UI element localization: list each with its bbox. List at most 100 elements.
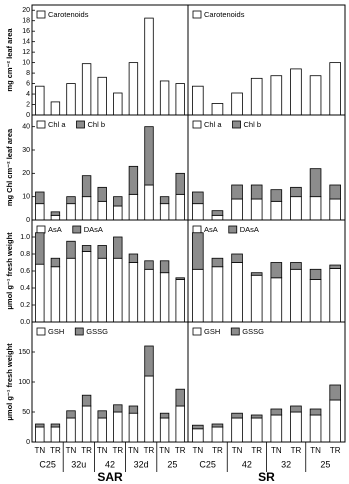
legend-swatch — [36, 120, 46, 129]
bar-segment — [250, 184, 263, 200]
bar-segment — [128, 412, 139, 443]
group-label: 32d — [134, 459, 149, 469]
bar-segment — [290, 411, 302, 443]
legend-label: Chl a — [48, 120, 66, 129]
bar-segment — [270, 75, 283, 116]
bar-segment — [97, 417, 107, 443]
bar-segment — [113, 196, 123, 207]
bar-segment — [97, 76, 107, 116]
bar-segment — [66, 417, 76, 443]
bar-segment — [97, 186, 107, 202]
bar-segment — [329, 198, 341, 221]
group-label: 25 — [167, 459, 177, 469]
y-axis-label: μmol g⁻¹ fresh weight — [5, 232, 14, 310]
bar-segment — [211, 423, 224, 428]
legend-label: Chl b — [88, 120, 106, 129]
bar-segment — [50, 426, 61, 443]
panel-frame — [187, 321, 346, 443]
legend-swatch — [232, 120, 241, 129]
bar-segment — [250, 77, 263, 116]
y-tick-label: 0 — [26, 217, 30, 224]
bar-segment — [270, 262, 283, 279]
bar-segment — [290, 68, 302, 116]
legend-swatch — [36, 225, 46, 234]
bar-segment — [290, 196, 302, 221]
bar-segment — [175, 279, 185, 323]
bar-segment — [309, 268, 322, 280]
bar-segment — [309, 414, 322, 443]
y-tick-label: 0.8 — [20, 251, 30, 258]
group-label: 25 — [320, 459, 330, 469]
x-tick-label: TN — [159, 446, 170, 455]
bar-segment — [192, 85, 204, 116]
bar-segment — [81, 175, 92, 198]
panel-frame — [187, 4, 346, 116]
y-tick-label: 4 — [26, 91, 30, 98]
bar-segment — [192, 191, 204, 205]
bar-segment — [128, 62, 139, 116]
bar-segment — [159, 417, 170, 443]
bar-segment — [113, 92, 123, 116]
legend-swatch — [192, 327, 202, 336]
x-tick-label: TR — [50, 446, 61, 455]
bar-segment — [113, 236, 123, 259]
y-tick-label: 8 — [26, 70, 30, 77]
y-tick-label: 10 — [22, 194, 30, 201]
bar-segment — [270, 189, 283, 202]
bar-segment — [113, 411, 123, 443]
bar-segment — [270, 414, 283, 443]
bar-segment — [113, 205, 123, 221]
bar-segment — [66, 83, 76, 116]
bar-segment — [144, 345, 154, 377]
y-tick-label: 0 — [26, 112, 30, 119]
legend-label: DAsA — [240, 225, 259, 234]
legend-label: Carotenoids — [204, 10, 245, 19]
bar-segment — [329, 62, 341, 116]
bar-segment — [35, 203, 45, 221]
y-tick-label: 150 — [18, 349, 30, 356]
bar-segment — [290, 262, 302, 270]
y-tick-label: 0.2 — [20, 302, 30, 309]
bar-segment — [175, 405, 185, 443]
column-title: SR — [258, 470, 275, 484]
y-tick-label: 16 — [22, 28, 30, 35]
x-tick-label: TN — [128, 446, 139, 455]
bar-segment — [309, 279, 322, 323]
y-tick-label: 0.4 — [20, 285, 30, 292]
bar-segment — [128, 193, 139, 221]
bar-segment — [231, 417, 243, 443]
bar-segment — [231, 184, 243, 200]
x-tick-label: TR — [251, 446, 262, 455]
bar-segment — [231, 262, 243, 323]
legend-swatch — [74, 327, 84, 336]
group-label: C25 — [39, 459, 56, 469]
x-tick-label: TN — [192, 446, 203, 455]
x-tick-label: TN — [34, 446, 45, 455]
bar-segment — [211, 426, 224, 443]
y-tick-label: 14 — [22, 39, 30, 46]
bar-segment — [50, 101, 61, 116]
bar-segment — [290, 405, 302, 413]
legend-label: AsA — [204, 225, 218, 234]
x-tick-label: TN — [271, 446, 282, 455]
bar-segment — [35, 85, 45, 116]
legend-label: Chl a — [204, 120, 222, 129]
x-tick-label: TR — [112, 446, 123, 455]
legend-swatch — [192, 120, 202, 129]
y-tick-label: 0.0 — [20, 319, 30, 326]
bar-segment — [97, 200, 107, 221]
bar-segment — [66, 257, 76, 323]
legend-swatch — [192, 225, 202, 234]
bar-segment — [192, 424, 204, 430]
x-tick-label: TN — [232, 446, 243, 455]
bar-segment — [144, 260, 154, 270]
bar-segment — [81, 394, 92, 407]
bar-segment — [128, 405, 139, 414]
bar-segment — [309, 408, 322, 416]
bar-segment — [144, 17, 154, 116]
bar-segment — [175, 83, 185, 116]
bar-segment — [35, 263, 45, 323]
legend-label: GSSG — [242, 327, 264, 336]
bar-segment — [97, 245, 107, 259]
